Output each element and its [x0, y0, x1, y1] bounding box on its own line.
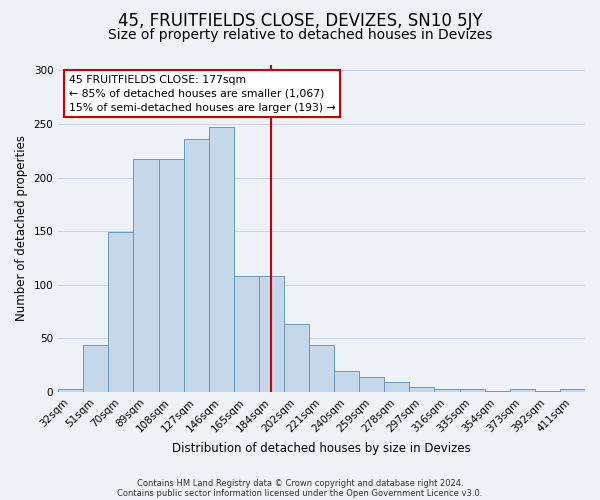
Bar — [485, 391, 510, 392]
Text: Size of property relative to detached houses in Devizes: Size of property relative to detached ho… — [108, 28, 492, 42]
Bar — [209, 127, 234, 392]
Bar — [409, 386, 434, 392]
Bar — [510, 388, 535, 392]
Y-axis label: Number of detached properties: Number of detached properties — [15, 136, 28, 322]
Bar — [158, 160, 184, 392]
Bar — [259, 276, 284, 392]
Text: Contains HM Land Registry data © Crown copyright and database right 2024.: Contains HM Land Registry data © Crown c… — [137, 478, 463, 488]
Bar — [83, 345, 109, 392]
Bar — [535, 391, 560, 392]
Bar — [109, 232, 133, 392]
Bar — [434, 388, 460, 392]
X-axis label: Distribution of detached houses by size in Devizes: Distribution of detached houses by size … — [172, 442, 471, 455]
Text: 45, FRUITFIELDS CLOSE, DEVIZES, SN10 5JY: 45, FRUITFIELDS CLOSE, DEVIZES, SN10 5JY — [118, 12, 482, 30]
Bar — [133, 160, 158, 392]
Bar — [460, 388, 485, 392]
Bar — [284, 324, 309, 392]
Bar — [359, 377, 385, 392]
Bar — [234, 276, 259, 392]
Bar — [309, 345, 334, 392]
Bar — [58, 388, 83, 392]
Bar — [334, 370, 359, 392]
Text: 45 FRUITFIELDS CLOSE: 177sqm
← 85% of detached houses are smaller (1,067)
15% of: 45 FRUITFIELDS CLOSE: 177sqm ← 85% of de… — [69, 75, 335, 113]
Bar — [184, 139, 209, 392]
Bar — [560, 388, 585, 392]
Bar — [385, 382, 409, 392]
Text: Contains public sector information licensed under the Open Government Licence v3: Contains public sector information licen… — [118, 488, 482, 498]
